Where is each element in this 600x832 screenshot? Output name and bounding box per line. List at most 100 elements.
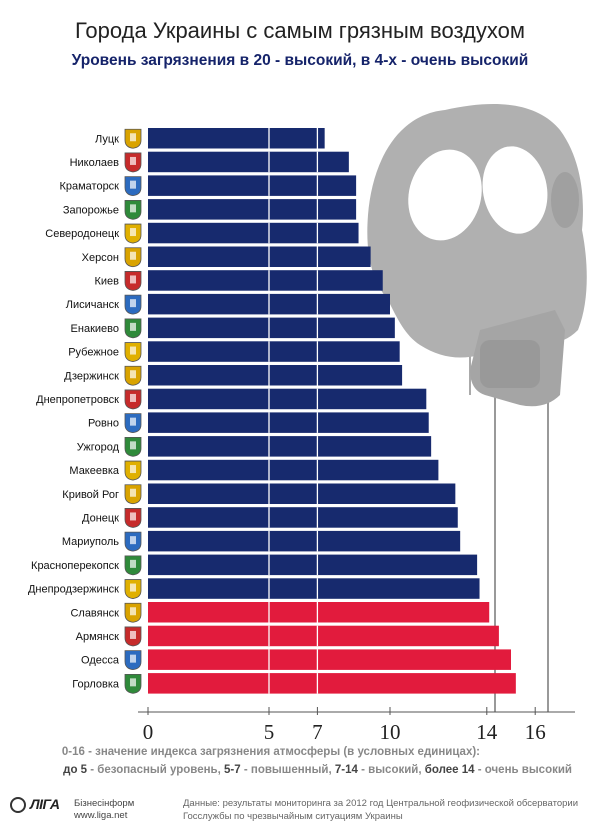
legend-text-safe: - безопасный уровень, [87, 764, 225, 776]
data-source: Данные: результаты мониторинга за 2012 г… [183, 797, 578, 823]
category-label-5: Северодонецк [45, 228, 119, 240]
category-label-16: Кривой Рог [62, 489, 119, 501]
city-crest-icon [124, 508, 142, 528]
category-label-1: Луцк [95, 133, 119, 145]
legend-range-high: 7-14 [334, 764, 358, 776]
legend-range-very-high: более 14 [424, 764, 475, 776]
city-crest-icon [124, 413, 142, 434]
legend-text-high: - высокий, [357, 764, 425, 776]
bar-22 [148, 625, 499, 647]
bar-15 [148, 459, 439, 481]
category-label-2: Николаев [70, 157, 120, 169]
liga-ring-icon [10, 797, 26, 813]
city-crest-icon [124, 294, 142, 315]
city-crest-icon [124, 389, 142, 410]
category-label-8: Лисичанск [66, 299, 119, 311]
x-tick-label-0: 0 [143, 720, 154, 740]
legend-text-very-high: - очень высокий [474, 764, 572, 776]
category-label-11: Дзержинск [64, 370, 119, 382]
bar-18 [148, 530, 461, 552]
category-label-6: Херсон [82, 252, 119, 264]
category-label-19: Красноперекопск [31, 560, 119, 572]
bar-14 [148, 436, 432, 457]
bar-20 [148, 578, 480, 599]
city-crest-icon [124, 128, 142, 149]
city-crest-icon [124, 247, 142, 268]
legend-line-2: до 5 - безопасный уровень, 5-7 - повышен… [63, 764, 572, 776]
bar-1 [148, 128, 325, 149]
bar-17 [148, 507, 458, 528]
source-line-2: Госслужбы по чрезвычайным ситуациям Укра… [182, 811, 403, 822]
city-crest-icon [124, 365, 142, 386]
bar-5 [148, 222, 359, 244]
bar-16 [148, 483, 456, 504]
legend-text-elevated: - повышенный, [240, 764, 335, 776]
city-crest-icon [124, 626, 142, 647]
logo-brand-sub: Бізнесінформ [74, 798, 135, 809]
bar-10 [148, 341, 400, 362]
logo-brand: ЛІГА [30, 796, 60, 812]
x-tick-label-7: 7 [312, 720, 323, 740]
bar-9 [148, 317, 395, 339]
bar-4 [148, 199, 357, 220]
category-label-23: Одесса [81, 655, 120, 667]
city-crest-icon [124, 318, 142, 339]
source-line-1: Данные: результаты мониторинга за 2012 г… [182, 798, 578, 809]
category-label-20: Днепродзержинск [28, 584, 119, 596]
legend-line-1: 0-16 - значение индекса загрязнения атмо… [61, 746, 480, 758]
category-label-22: Армянск [76, 631, 120, 643]
category-label-18: Мариуполь [62, 536, 119, 548]
bar-11 [148, 365, 403, 386]
category-label-10: Рубежное [68, 347, 119, 359]
bar-12 [148, 388, 427, 410]
category-labels: Луцк Николаев Краматорск Запорожье Северодон… [28, 133, 120, 690]
city-crest-icon [124, 484, 142, 505]
category-label-12: Днепропетровск [36, 394, 119, 406]
city-crest-icon [124, 531, 142, 552]
legend-range-safe: до 5 [63, 764, 88, 776]
category-label-17: Донецк [82, 512, 119, 524]
city-crest-icon [124, 342, 142, 362]
logo-url: www.liga.net [74, 810, 128, 821]
chart-subtitle: Уровень загрязнения в 20 - высокий, в 4-… [71, 52, 529, 69]
category-label-13: Ровно [88, 418, 119, 430]
bar-3 [148, 175, 357, 196]
category-label-21: Славянск [70, 607, 119, 619]
bar-23 [148, 649, 511, 670]
city-crest-icon [124, 602, 142, 623]
x-tick-label-14: 14 [476, 720, 498, 740]
chart-title: Города Украины с самым грязным воздухом [74, 18, 525, 43]
category-label-9: Енакиево [71, 323, 119, 335]
category-label-14: Ужгород [77, 441, 120, 453]
city-crest-icon [124, 673, 142, 694]
bar-7 [148, 270, 383, 291]
city-crest-icon [124, 199, 142, 220]
legend-range-elevated: 5-7 [224, 764, 241, 776]
liga-logo: ЛІГА Бізнесінформ www.liga.net [10, 796, 150, 824]
bar-21 [148, 602, 490, 623]
x-tick-label-5: 5 [264, 720, 275, 740]
city-crest-icon [124, 152, 142, 173]
category-label-4: Запорожье [63, 204, 119, 216]
city-crest-icon [124, 555, 142, 576]
city-crest-icon [124, 460, 142, 481]
city-crest-icons [124, 128, 142, 694]
bar-24 [148, 673, 516, 694]
city-crest-icon [124, 271, 142, 291]
gas-mask-icon [367, 104, 587, 712]
x-tick-label-16: 16 [525, 720, 546, 740]
city-crest-icon [124, 176, 142, 197]
x-axis: 0 5 7 10 14 16 [138, 707, 575, 740]
bar-chart: Луцк Николаев Краматорск Запорожье Северодон… [28, 104, 587, 740]
city-crest-icon [124, 223, 142, 244]
city-crest-icon [124, 436, 142, 457]
city-crest-icon [124, 650, 142, 671]
bar-19 [148, 554, 478, 576]
bar-6 [148, 246, 371, 267]
category-label-3: Краматорск [59, 181, 119, 193]
bar-13 [148, 412, 429, 433]
category-label-7: Киев [94, 275, 119, 287]
city-crest-icon [124, 579, 142, 599]
bar-2 [148, 151, 349, 173]
bars-group [148, 128, 516, 694]
